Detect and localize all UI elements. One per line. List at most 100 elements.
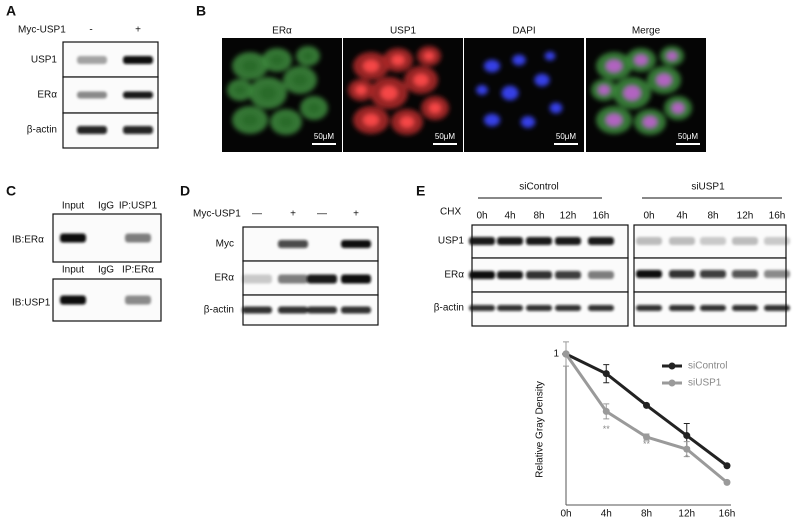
nucleus [656,73,672,87]
nucleus [241,113,259,127]
lane-label: 0h [643,211,654,222]
lane-label: Input [62,201,84,212]
lane-sign: — [317,209,327,220]
row-label: USP1 [438,236,465,247]
legend-marker [668,379,676,387]
band [60,233,86,243]
nucleus [512,54,526,66]
nucleus [671,102,685,114]
y-axis-label: Relative Gray Density [535,381,546,478]
data-point [643,433,650,441]
band [469,305,495,311]
band [341,274,371,284]
band [278,274,308,284]
nucleus [307,102,321,114]
nucleus [362,113,380,127]
lane-label: 8h [533,211,544,222]
band [278,306,308,314]
band [732,305,758,311]
nucleus [355,85,367,95]
nucleus [423,51,435,61]
bands [60,56,790,314]
nucleus [428,102,442,114]
data-point [602,370,610,378]
data-point [723,462,731,470]
nucleus [642,116,658,128]
treatment-label: Myc-USP1 [193,209,241,220]
band [588,237,614,245]
band [636,237,662,245]
channel-title: Merge [632,26,661,37]
band [497,237,523,245]
nucleus [549,102,563,114]
nucleus [476,85,488,95]
probe-label: IB:USP1 [12,298,51,309]
x-tick-label: 4h [601,509,612,520]
band [278,240,308,248]
legend-label: siUSP1 [688,378,722,389]
band [526,237,552,245]
band [497,305,523,311]
treatment-label: CHX [440,207,461,218]
lane-label: 16h [769,211,786,222]
band [700,270,726,278]
row-label: ERα [37,90,57,101]
nucleus [391,54,405,66]
x-tick-label: 12h [678,509,695,520]
band [588,271,614,279]
cells [476,51,563,128]
row-label: Myc [216,239,234,250]
group-label: siUSP1 [691,182,725,193]
significance: ** [603,424,611,434]
band [526,271,552,279]
nucleus [270,54,284,66]
band [700,237,726,245]
series-line [564,353,728,484]
nucleus [483,113,501,127]
row-label: ERα [214,273,234,284]
lane-label: IP:ERα [122,265,154,276]
nucleus [362,59,380,73]
lane-label: 0h [476,211,487,222]
data-point [683,432,691,440]
band [636,270,662,278]
band [669,270,695,278]
band [669,305,695,311]
data-point [723,478,731,486]
scale-label: 50μM [678,132,699,141]
nucleus [278,116,294,128]
nucleus [534,73,550,87]
band [555,305,581,311]
band [764,270,790,278]
band [764,305,790,311]
scale-label: 50μM [314,132,335,141]
row-label: β-actin [204,305,234,316]
nucleus [413,73,429,87]
lane-label: 8h [707,211,718,222]
channel-title: DAPI [512,26,535,37]
y-tick-label: 1 [553,349,559,360]
lane-label: IgG [98,265,114,276]
nucleus [241,59,259,73]
nucleus [302,51,314,61]
lane-label: 12h [560,211,577,222]
lane-sign: - [89,25,92,36]
band [497,271,523,279]
lane-label: 4h [504,211,515,222]
scale-label: 50μM [435,132,456,141]
band [469,237,495,245]
band [526,305,552,311]
data-point [643,401,650,409]
band [125,233,151,243]
band [764,237,790,245]
nucleus [483,59,501,73]
band [77,91,107,99]
panel-label: B [196,3,206,19]
significance: * [685,453,689,463]
nucleus [399,116,415,128]
row-label: β-actin [27,125,57,136]
nucleus [292,73,308,87]
band [307,306,337,314]
treatment-label: Myc-USP1 [18,25,66,36]
